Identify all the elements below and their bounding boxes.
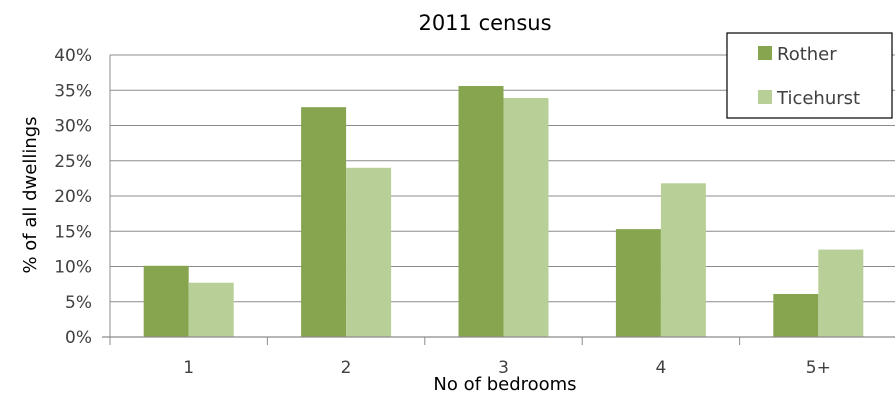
y-tick-label: 30% [54,117,92,137]
bar-rother-2 [301,107,347,337]
y-tick-label: 40% [54,46,92,66]
legend: Rother Ticehurst [726,32,893,119]
bar-rother-1 [143,265,189,337]
x-tick-label: 4 [655,358,666,378]
y-tick-label: 35% [54,81,92,101]
y-tick-label: 20% [54,187,92,207]
legend-box [726,32,893,119]
bar-ticehurst-3 [503,98,549,337]
legend-swatch-ticehurst [758,90,772,104]
y-axis: 0% 5% 10% 15% 20% 25% 30% 35% 40% [54,46,111,348]
x-axis: 1 2 3 4 5+ [102,336,895,378]
bars [143,86,864,338]
bar-rother-5plus [773,293,819,337]
y-axis-title: % of all dwellings [20,116,41,273]
bar-ticehurst-4 [660,183,706,337]
y-tick-label: 15% [54,222,92,242]
legend-swatch-rother [758,46,772,60]
bar-ticehurst-5plus [818,249,864,337]
y-tick-label: 5% [65,293,92,313]
legend-label-ticehurst: Ticehurst [776,88,860,109]
bar-ticehurst-1 [188,282,234,337]
x-tick-label: 5+ [806,358,831,378]
bar-ticehurst-2 [346,167,392,337]
x-tick-label: 1 [183,358,194,378]
y-tick-label: 0% [65,328,92,348]
x-tick-label: 3 [498,358,509,378]
x-axis-title: No of bedrooms [433,374,576,395]
bar-rother-3 [458,86,504,338]
y-tick-label: 25% [54,152,92,172]
bar-rother-4 [615,229,661,337]
y-tick-label: 10% [54,258,92,278]
x-tick-label: 2 [341,358,352,378]
legend-label-rother: Rother [777,44,837,65]
chart-title: 2011 census [418,11,551,35]
